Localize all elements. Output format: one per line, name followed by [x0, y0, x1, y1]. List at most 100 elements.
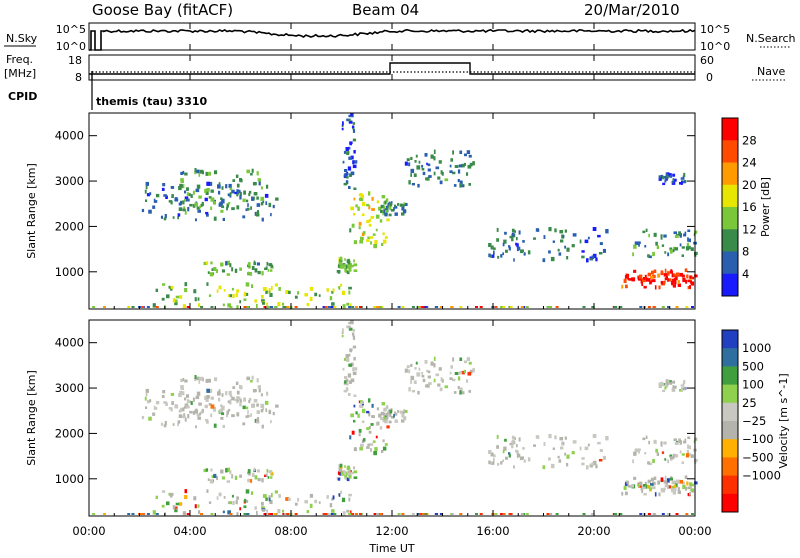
power-cell — [673, 178, 677, 182]
power-cell — [546, 306, 550, 308]
velocity-cell — [178, 414, 183, 418]
power-cell — [182, 208, 186, 212]
power-cell — [660, 270, 664, 275]
power-cell — [657, 273, 661, 278]
velocity-colorbar-label: Velocity [m s^-1] — [777, 373, 790, 468]
power-cell — [262, 301, 265, 305]
power-cell — [397, 203, 400, 206]
power-cell — [586, 258, 589, 263]
velocity-cell — [355, 411, 358, 415]
velocity-cell — [243, 397, 246, 402]
power-cell — [344, 169, 348, 172]
power-cell — [232, 294, 235, 298]
power-cell — [403, 202, 408, 206]
power-cell — [348, 267, 352, 272]
power-cell — [673, 246, 676, 251]
power-cell — [674, 235, 679, 238]
power-cell — [671, 249, 675, 253]
velocity-cell — [440, 377, 443, 382]
power-cell — [182, 170, 185, 175]
power-cell — [671, 278, 676, 282]
power-cell — [658, 285, 661, 290]
power-cell — [404, 161, 408, 166]
power-cell — [256, 203, 261, 207]
velocity-cell — [638, 450, 640, 454]
power-cell — [256, 262, 260, 266]
power-cell — [254, 299, 257, 303]
nsearch-tick-high: 10^5 — [700, 23, 730, 36]
power-cell — [438, 160, 442, 164]
power-cell — [425, 306, 429, 308]
velocity-cell — [161, 504, 165, 508]
power-cell — [220, 209, 224, 213]
power-cell — [285, 290, 289, 294]
freq-label-1: Freq. — [6, 53, 33, 66]
velocity-cell — [251, 375, 254, 380]
y-tick-label: 1000 — [55, 472, 84, 486]
power-cell — [236, 190, 241, 194]
power-cell — [204, 188, 207, 194]
power-cell — [560, 239, 564, 243]
power-cell — [686, 274, 689, 279]
velocity-cell — [184, 495, 188, 500]
power-cell — [246, 199, 249, 203]
velocity-cell — [198, 510, 201, 514]
velocity-cell — [683, 440, 687, 444]
velocity-cell — [205, 378, 209, 383]
y-tick-label: 2000 — [55, 219, 84, 233]
velocity-cell — [216, 496, 219, 500]
power-cell — [341, 290, 346, 296]
power-cell — [694, 251, 698, 255]
velocity-cell — [266, 509, 268, 513]
power-cell — [457, 179, 460, 183]
power-cell — [213, 216, 217, 221]
power-cell — [248, 192, 251, 197]
power-cell — [557, 248, 560, 252]
power-cell — [683, 233, 687, 237]
velocity-cell — [452, 357, 454, 362]
power-cell — [339, 259, 343, 263]
power-cell — [228, 202, 231, 205]
velocity-cell — [592, 434, 597, 438]
power-cell — [353, 187, 357, 190]
velocity-cell — [247, 469, 251, 474]
velocity-cell — [357, 413, 360, 418]
power-cell — [671, 282, 674, 286]
power-cell — [221, 205, 225, 209]
power-cell — [199, 169, 204, 174]
power-cell — [155, 306, 159, 308]
power-cell — [199, 205, 201, 209]
velocity-cell — [186, 394, 189, 398]
power-cell — [216, 289, 219, 293]
power-cell — [439, 180, 443, 185]
velocity-colorbar-tick: 500 — [742, 359, 764, 373]
velocity-cell — [286, 513, 290, 515]
velocity-cell — [180, 378, 183, 382]
velocity-cell — [260, 393, 263, 397]
velocity-cell — [408, 387, 411, 392]
power-cell — [228, 183, 232, 188]
power-cell — [268, 263, 273, 267]
power-cell — [361, 213, 365, 216]
velocity-cell — [457, 386, 460, 390]
power-cell — [357, 206, 360, 211]
velocity-y-ticks: 1000 2000 3000 4000 — [55, 336, 695, 486]
power-cell — [628, 278, 631, 281]
power-cell — [640, 279, 644, 284]
velocity-cell — [374, 447, 378, 452]
power-cell — [226, 273, 231, 276]
power-cell — [631, 277, 634, 281]
velocity-cell — [221, 393, 224, 397]
velocity-cell — [527, 457, 531, 462]
velocity-cell — [451, 378, 456, 382]
power-cell — [234, 268, 238, 273]
power-cell — [516, 246, 521, 251]
power-cell — [257, 178, 261, 182]
power-cell — [401, 206, 405, 211]
power-cell — [435, 166, 440, 170]
velocity-cell — [410, 380, 412, 384]
velocity-cell — [141, 415, 145, 420]
power-cell — [479, 306, 483, 308]
power-cell — [656, 245, 659, 249]
velocity-cell — [384, 443, 388, 446]
